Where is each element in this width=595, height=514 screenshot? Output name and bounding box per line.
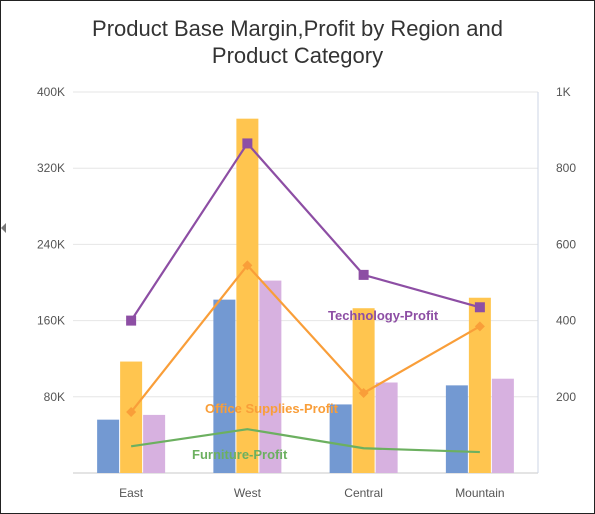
line-marker [126,315,137,326]
line-marker [358,269,369,280]
y-right-tick-label: 200 [556,390,576,404]
chart-title-line-2: Product Category [211,43,384,68]
x-tick-label: East [119,486,144,500]
y-right-tick-label: 600 [556,237,576,251]
bar [213,299,236,473]
left-edge-marker [1,223,6,233]
y-left-tick-label: 400K [37,85,65,99]
x-tick-label: Central [344,486,383,500]
line-marker [358,387,369,398]
bar [445,385,468,473]
bar [491,378,514,473]
y-right-tick-label: 1K [556,85,571,99]
line-marker [474,321,485,332]
bar [329,404,352,473]
y-right-tick-label: 800 [556,161,576,175]
series-line [130,264,481,413]
series-label: Office Supplies-Profit [205,401,339,416]
x-tick-label: Mountain [455,486,504,500]
chart-title: Product Base Margin,Profit by Region and… [1,15,594,69]
series-line [130,428,480,454]
x-tick-label: West [234,486,262,500]
series-label: Technology-Profit [328,308,439,323]
y-left-tick-label: 160K [37,314,65,328]
series-line [130,142,481,322]
y-left-tick-label: 80K [44,390,65,404]
y-left-tick-label: 320K [37,161,65,175]
chart-title-line-1: Product Base Margin,Profit by Region and [92,16,503,41]
bar [236,118,259,474]
bar [259,280,282,473]
line-marker [242,138,253,149]
y-right-tick-label: 400 [556,314,576,328]
y-left-tick-label: 240K [37,237,65,251]
line-marker [126,407,137,418]
line-marker [474,302,485,313]
bar [97,419,120,473]
bar [375,382,398,473]
line-marker [242,260,253,271]
bar [120,361,143,473]
bar [468,297,491,473]
series-label: Furniture-Profit [192,447,288,462]
